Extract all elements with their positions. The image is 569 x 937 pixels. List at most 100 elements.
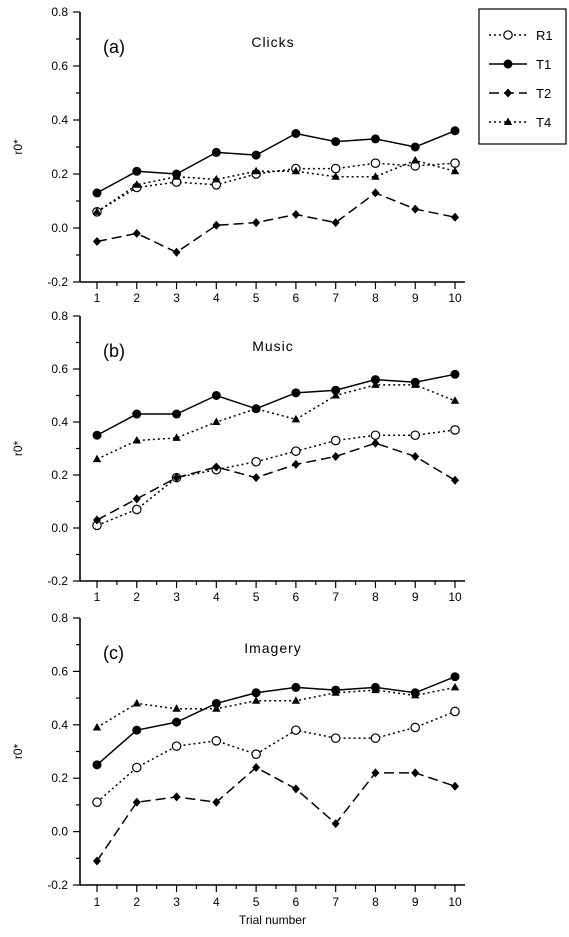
x-tick-label: 6 (293, 895, 300, 909)
series-line-t4 (96, 159, 456, 213)
legend-label-r1: R1 (536, 28, 553, 43)
x-tick-label: 8 (372, 291, 379, 305)
data-point-t1 (211, 391, 221, 400)
data-point-t4 (291, 166, 301, 175)
data-point-t2 (172, 247, 181, 257)
data-point-r1 (330, 733, 341, 743)
data-point-t2 (172, 473, 181, 483)
data-point-t1 (291, 682, 301, 692)
x-tick-label: 9 (412, 590, 419, 604)
panel-title: Clicks (251, 34, 294, 50)
data-point-r1 (211, 736, 222, 746)
data-point-t1 (92, 760, 102, 770)
x-tick-label: 8 (372, 590, 379, 604)
data-point-t4 (450, 396, 460, 404)
x-tick-label: 5 (253, 895, 260, 909)
data-point-t4 (132, 436, 141, 444)
y-axis-label: r0* (11, 441, 25, 457)
data-point-t4 (371, 380, 380, 388)
x-tick-label: 6 (293, 291, 300, 305)
data-point-r1 (131, 504, 142, 515)
y-tick-label: 0.2 (51, 167, 68, 181)
legend: R1 T1 T2 T4 (478, 8, 567, 145)
y-tick-label: 0.2 (51, 771, 68, 785)
data-point-t2 (172, 792, 181, 802)
data-point-t1 (132, 166, 142, 176)
data-point-t2 (371, 188, 380, 198)
x-tick-label: 1 (94, 590, 101, 604)
data-point-t2 (411, 768, 420, 778)
y-tick-label: 0.4 (51, 718, 68, 732)
y-tick-label: 0.4 (51, 415, 68, 429)
series-line-t2 (96, 192, 456, 254)
x-tick-label: 4 (213, 291, 220, 305)
x-tick-label: 1 (94, 291, 101, 305)
chart-panel-3: 0.8 0.6 0.4 0.2 0.0 -0.2 1 2 3 4 5 6 7 8 9 10 r0* Trial n… (11, 611, 465, 927)
data-point-t1 (92, 188, 102, 198)
data-point-r1 (92, 797, 102, 808)
data-point-t2 (291, 210, 300, 219)
data-point-t2 (252, 473, 261, 483)
legend-label-t4: T4 (536, 115, 551, 130)
x-tick-label: 4 (213, 590, 220, 604)
panel-letter: (b) (103, 341, 125, 361)
y-tick-label: 0.8 (51, 5, 68, 19)
series-line-r1 (96, 710, 456, 803)
legend-marker-t4 (503, 117, 513, 125)
series-line-t4 (96, 384, 456, 460)
data-point-t2 (331, 819, 340, 829)
x-tick-label: 10 (448, 895, 462, 909)
y-tick-label: 0.6 (51, 59, 68, 73)
data-point-t1 (211, 698, 221, 708)
data-point-t2 (451, 781, 459, 791)
data-point-t4 (371, 685, 380, 694)
data-point-t2 (93, 515, 101, 525)
y-axis-label: r0* (11, 139, 25, 155)
y-tick-label: 0.6 (51, 664, 68, 678)
y-tick-label: 0.4 (51, 113, 68, 127)
x-axis-label: Trial number (239, 913, 306, 927)
data-point-t2 (371, 768, 380, 778)
data-point-t4 (411, 380, 420, 388)
data-point-t1 (92, 430, 102, 440)
data-point-t2 (291, 459, 300, 469)
data-point-r1 (291, 725, 301, 735)
x-tick-label: 1 (94, 895, 101, 909)
x-tick-label: 7 (332, 590, 339, 604)
data-point-t1 (410, 142, 420, 152)
series-line-t2 (96, 766, 456, 862)
data-point-t1 (132, 725, 142, 735)
y-tick-label: 0.0 (51, 825, 68, 839)
x-tick-label: 7 (332, 291, 339, 305)
chart-panel-1: 0.8 0.6 0.4 0.2 0.0 -0.2 1 2 3 4 5 6 7 8 9 10 r0* (a) Clic… (11, 5, 465, 305)
data-point-t4 (251, 696, 261, 704)
data-point-r1 (450, 425, 460, 435)
data-point-r1 (370, 430, 381, 441)
series-line-t1 (96, 676, 456, 766)
y-tick-label: 0.8 (51, 611, 68, 625)
x-tick-label: 6 (293, 590, 300, 604)
panel-title: Imagery (244, 640, 302, 656)
y-tick-label: -0.2 (47, 275, 68, 289)
data-point-t2 (252, 763, 261, 773)
chart-panel-2: 0.8 0.6 0.4 0.2 0.0 -0.2 1 2 3 4 5 6 7 8 9 10 r0* (b) Musi… (11, 309, 465, 604)
y-tick-label: 0.2 (51, 468, 68, 482)
series-line-t1 (96, 373, 456, 436)
data-point-t4 (371, 172, 380, 180)
data-point-r1 (450, 158, 460, 168)
data-point-t1 (251, 688, 261, 698)
panel-letter: (a) (103, 37, 125, 57)
x-tick-label: 3 (173, 291, 180, 305)
y-axis-label: r0* (11, 744, 25, 760)
series-line-t2 (96, 442, 456, 521)
data-point-t4 (331, 172, 340, 180)
data-point-t4 (291, 696, 301, 704)
data-point-t2 (411, 204, 420, 214)
data-point-t2 (93, 856, 101, 866)
data-point-t1 (450, 672, 460, 682)
data-point-t1 (251, 150, 261, 160)
data-point-t2 (451, 212, 459, 222)
legend-label-t2: T2 (536, 86, 551, 101)
data-point-t1 (132, 409, 142, 419)
data-point-t2 (132, 228, 141, 238)
